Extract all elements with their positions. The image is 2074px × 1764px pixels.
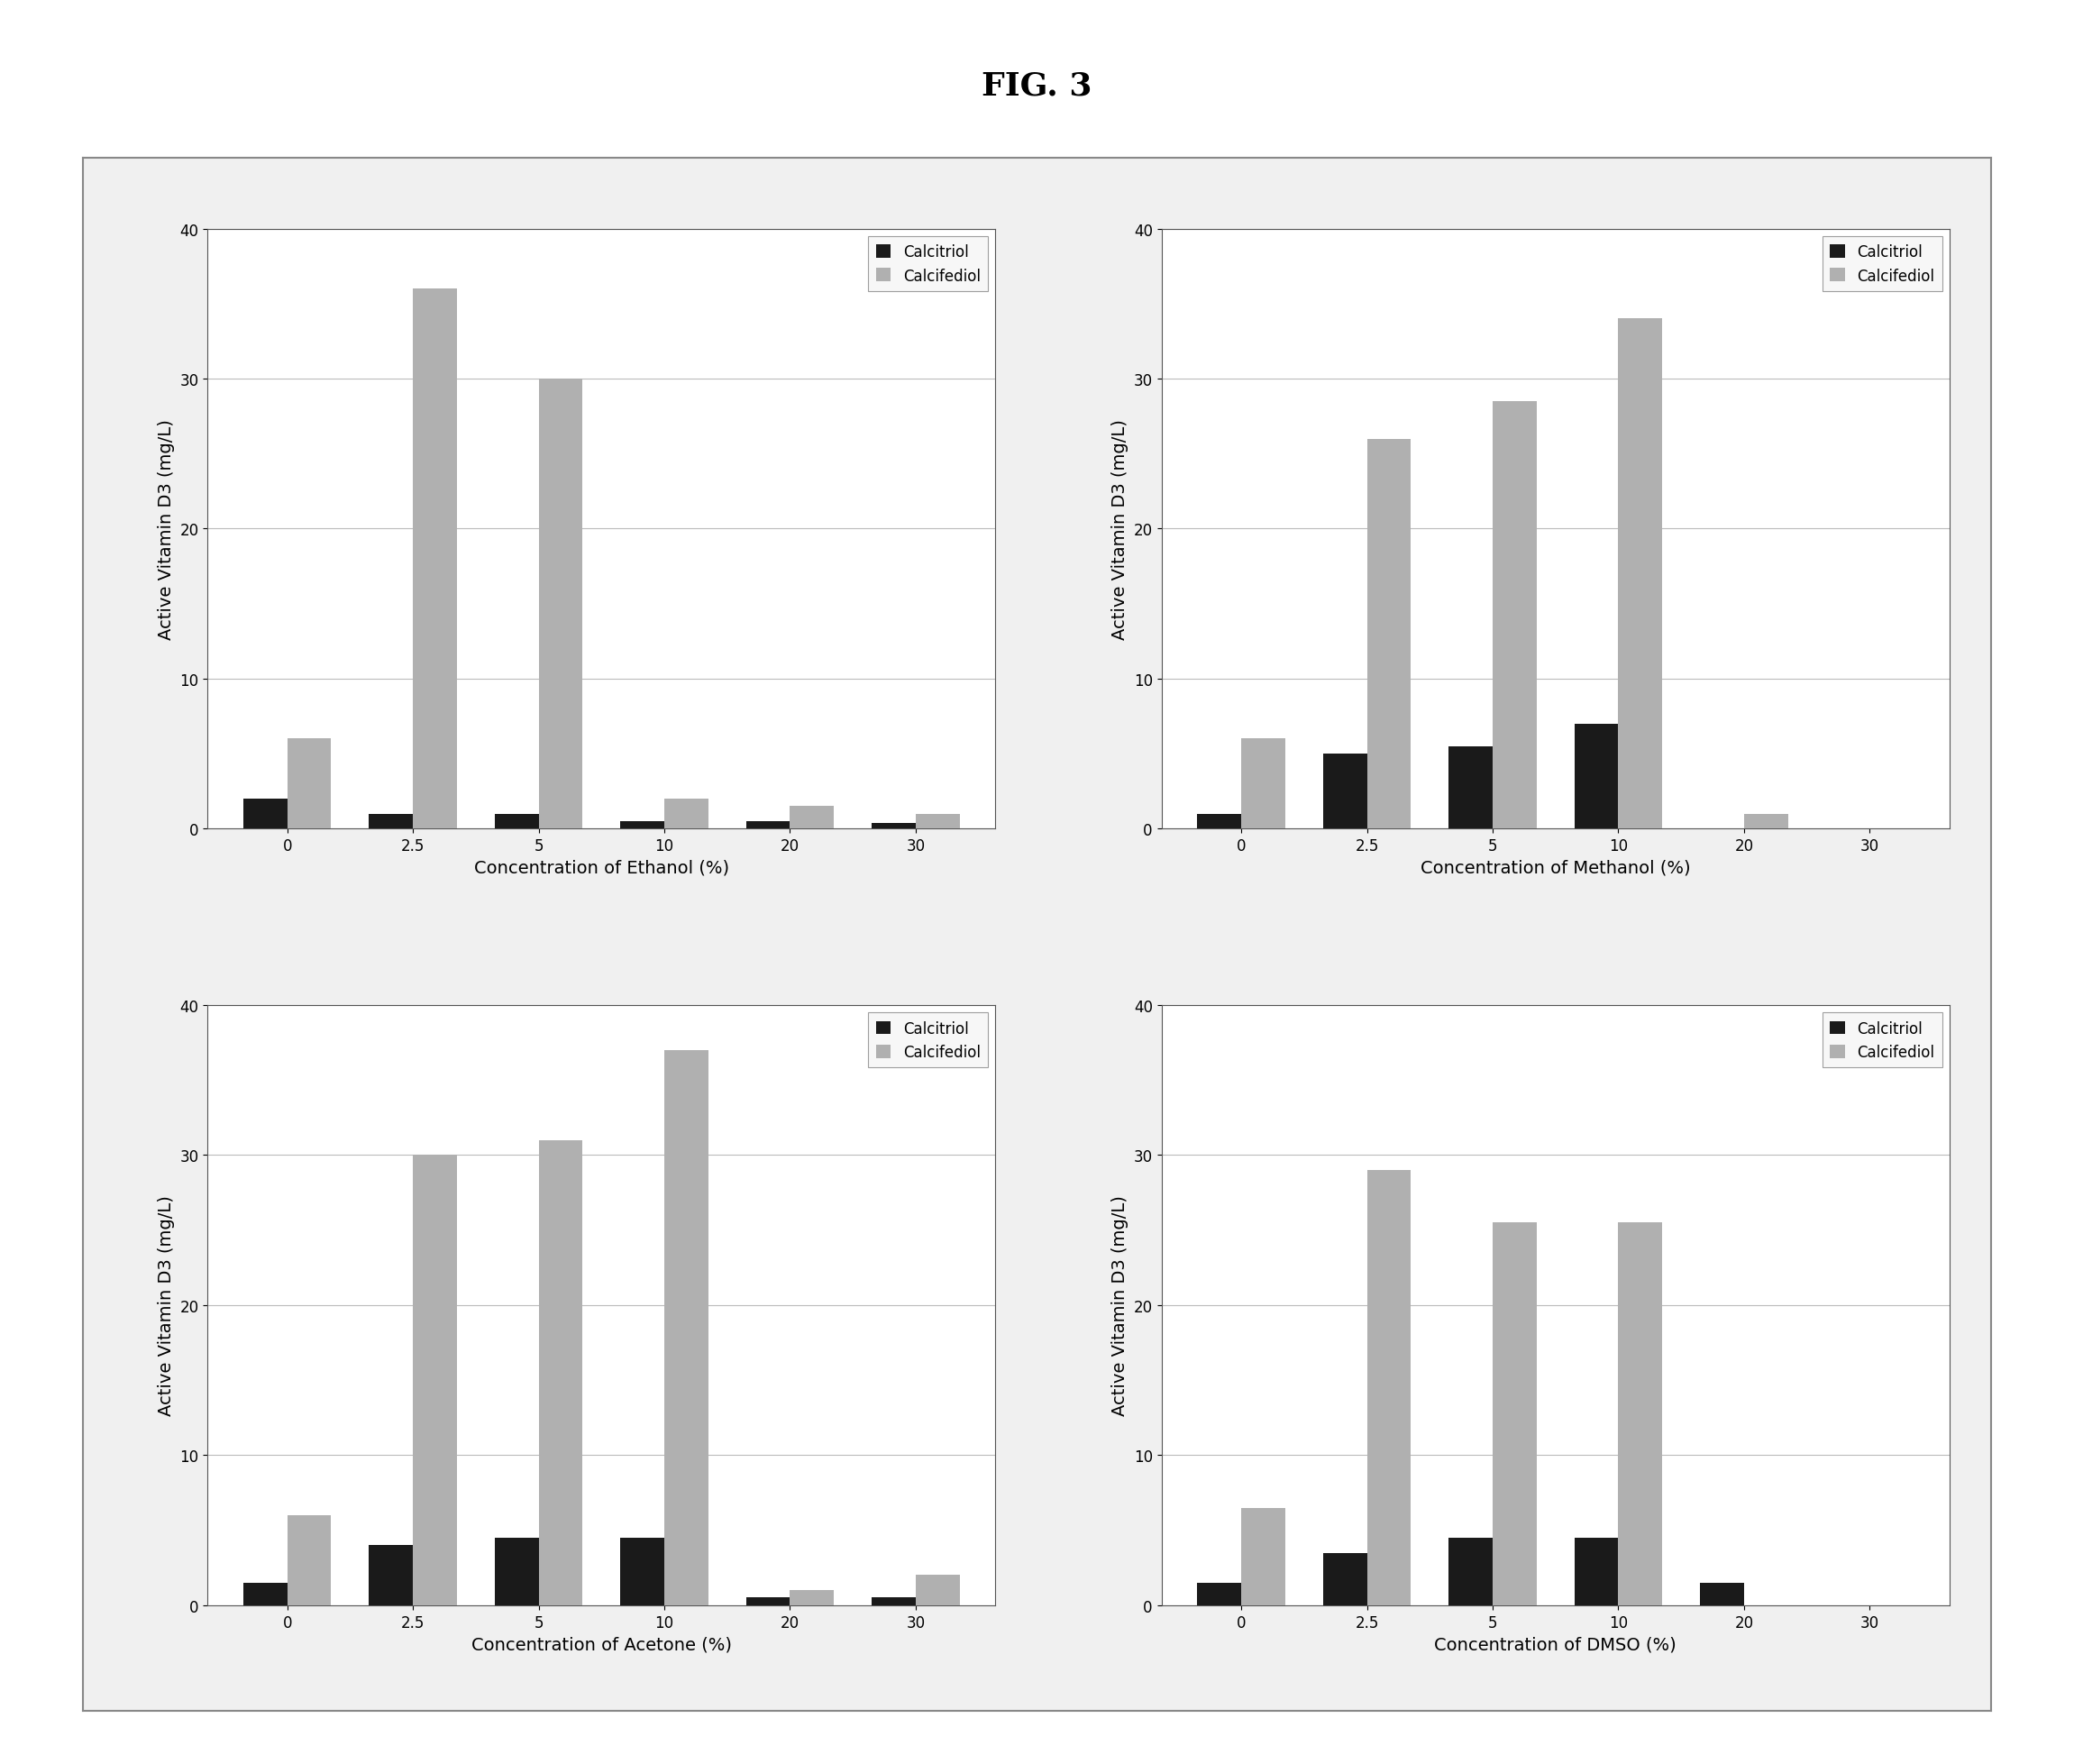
Bar [1240,739,1286,829]
Y-axis label: Active Vitamin D3 (mg/L): Active Vitamin D3 (mg/L) [1112,1194,1128,1416]
Text: FIG. 3: FIG. 3 [981,71,1093,101]
Bar [243,799,286,829]
Bar [369,813,413,829]
Bar [1618,1222,1663,1605]
Bar [871,1598,917,1605]
Bar [1448,746,1493,829]
Y-axis label: Active Vitamin D3 (mg/L): Active Vitamin D3 (mg/L) [158,418,174,640]
Bar [871,824,917,829]
Legend: Calcitriol, Calcifediol: Calcitriol, Calcifediol [869,1013,987,1067]
Bar [664,799,709,829]
Legend: Calcitriol, Calcifediol: Calcitriol, Calcifediol [1823,236,1941,291]
Bar [1701,1582,1744,1605]
Bar [664,1051,709,1605]
Bar [1323,1552,1367,1605]
Bar [494,813,539,829]
Y-axis label: Active Vitamin D3 (mg/L): Active Vitamin D3 (mg/L) [1112,418,1128,640]
Bar [1493,402,1537,829]
Bar [747,1598,790,1605]
Bar [243,1582,286,1605]
Legend: Calcitriol, Calcifediol: Calcitriol, Calcifediol [869,236,987,291]
X-axis label: Concentration of Methanol (%): Concentration of Methanol (%) [1421,859,1690,877]
Bar [1574,1538,1618,1605]
Bar [1744,813,1788,829]
Bar [620,822,664,829]
Bar [917,1575,960,1605]
Bar [1240,1508,1286,1605]
Bar [1493,1222,1537,1605]
Legend: Calcitriol, Calcifediol: Calcitriol, Calcifediol [1823,1013,1941,1067]
Bar [286,739,332,829]
Bar [1448,1538,1493,1605]
X-axis label: Concentration of Acetone (%): Concentration of Acetone (%) [471,1635,732,1653]
Bar [917,813,960,829]
Bar [1323,755,1367,829]
Bar [286,1515,332,1605]
Bar [790,1591,834,1605]
X-axis label: Concentration of DMSO (%): Concentration of DMSO (%) [1435,1635,1676,1653]
Bar [1367,1171,1410,1605]
Bar [620,1538,664,1605]
X-axis label: Concentration of Ethanol (%): Concentration of Ethanol (%) [473,859,730,877]
Bar [1574,723,1618,829]
Bar [1197,813,1240,829]
Bar [413,289,456,829]
Bar [369,1545,413,1605]
Bar [539,379,583,829]
Bar [790,806,834,829]
Bar [747,822,790,829]
Bar [1367,439,1410,829]
Bar [413,1155,456,1605]
Bar [494,1538,539,1605]
Bar [1197,1582,1240,1605]
Bar [539,1140,583,1605]
Y-axis label: Active Vitamin D3 (mg/L): Active Vitamin D3 (mg/L) [158,1194,174,1416]
Bar [1618,319,1663,829]
